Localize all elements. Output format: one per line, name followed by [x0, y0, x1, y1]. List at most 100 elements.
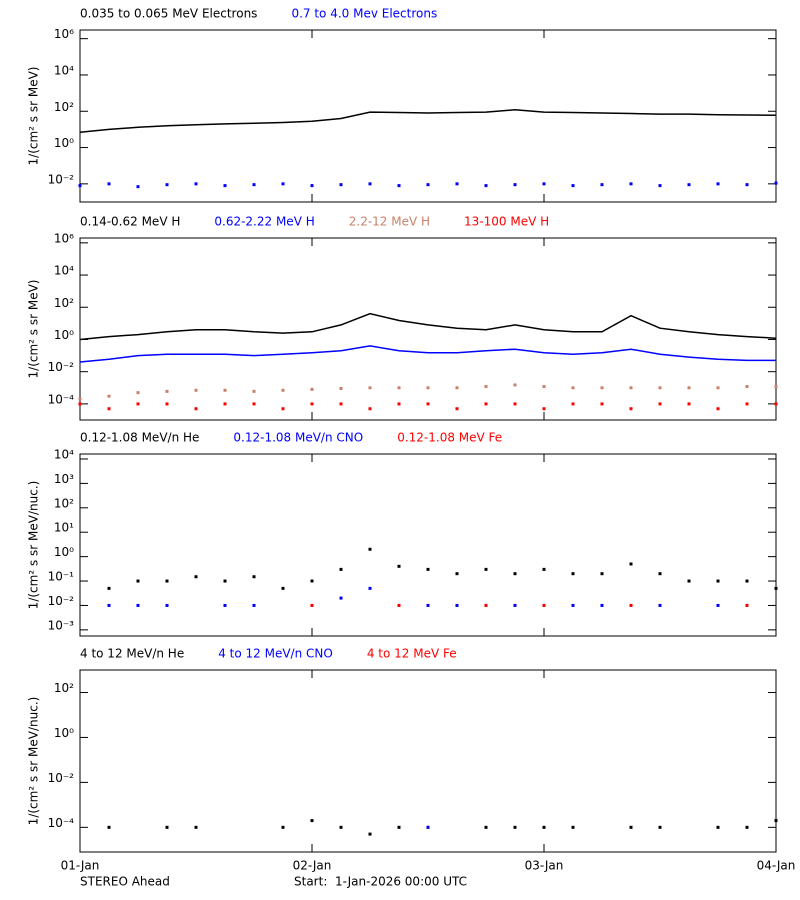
- y-tick-label: 10⁻¹: [48, 570, 75, 584]
- data-point: [455, 182, 459, 186]
- data-point: [165, 603, 169, 607]
- y-tick-label: 10⁴: [54, 447, 74, 461]
- data-point: [600, 386, 604, 390]
- data-point: [716, 603, 720, 607]
- data-point: [629, 386, 633, 390]
- series-line: [79, 109, 777, 133]
- plot-frame: [79, 237, 777, 421]
- y-tick-label: 10¹: [54, 521, 74, 535]
- y-tick-label: 10⁻²: [48, 360, 75, 374]
- data-point: [107, 407, 111, 411]
- data-point: [165, 402, 169, 406]
- data-point: [368, 386, 372, 390]
- data-point: [107, 182, 111, 186]
- legend-entry: 0.12-1.08 MeV/n He: [80, 431, 199, 445]
- x-tick-label: 02-Jan: [293, 859, 332, 873]
- data-point: [397, 386, 401, 390]
- data-point: [629, 182, 633, 186]
- y-tick-label: 10³: [54, 472, 74, 486]
- data-point: [107, 825, 111, 829]
- series-line: [79, 312, 777, 341]
- data-point: [397, 184, 401, 188]
- data-point: [368, 182, 372, 186]
- data-point: [397, 825, 401, 829]
- data-point: [107, 586, 111, 590]
- data-point: [484, 567, 488, 571]
- data-point: [194, 388, 198, 392]
- data-point: [136, 402, 140, 406]
- data-point: [513, 183, 517, 187]
- data-point: [310, 387, 314, 391]
- data-point: [542, 407, 546, 411]
- y-tick-label: 10⁰: [54, 328, 74, 342]
- data-point: [716, 825, 720, 829]
- data-point: [658, 402, 662, 406]
- data-point: [397, 402, 401, 406]
- data-point: [426, 183, 430, 187]
- data-point: [658, 386, 662, 390]
- y-tick-label: 10⁻²: [48, 172, 75, 186]
- data-point: [687, 579, 691, 583]
- data-point: [513, 402, 517, 406]
- data-point: [339, 183, 343, 187]
- data-point: [252, 402, 256, 406]
- data-point: [716, 386, 720, 390]
- plot-frame: [79, 669, 777, 853]
- data-point: [368, 547, 372, 551]
- data-point: [716, 407, 720, 411]
- data-point: [310, 603, 314, 607]
- data-point: [281, 182, 285, 186]
- data-point: [571, 572, 575, 576]
- start-label: Start: 1-Jan-2026 00:00 UTC: [294, 875, 467, 889]
- y-tick-label: 10⁻⁴: [48, 816, 75, 830]
- data-point: [716, 182, 720, 186]
- legend-entry: 0.62-2.22 MeV H: [214, 215, 314, 229]
- legend-entry: 4 to 12 MeV/n He: [80, 647, 184, 661]
- data-point: [165, 579, 169, 583]
- data-point: [484, 385, 488, 389]
- data-point: [745, 183, 749, 187]
- data-point: [339, 596, 343, 600]
- data-point: [600, 572, 604, 576]
- data-point: [455, 603, 459, 607]
- data-point: [426, 825, 430, 829]
- data-point: [629, 407, 633, 411]
- data-point: [484, 825, 488, 829]
- data-point: [513, 825, 517, 829]
- data-point: [194, 182, 198, 186]
- y-tick-label: 10⁶: [54, 231, 74, 245]
- y-axis-label: 1/(cm² s sr MeV/nuc.): [27, 481, 41, 610]
- data-point: [194, 407, 198, 411]
- data-point: [136, 579, 140, 583]
- y-tick-label: 10⁻²: [48, 594, 75, 608]
- data-point: [774, 819, 778, 823]
- data-point: [542, 603, 546, 607]
- data-point: [397, 564, 401, 568]
- data-point: [716, 579, 720, 583]
- data-point: [571, 825, 575, 829]
- plot-frame: [79, 453, 777, 637]
- data-point: [745, 385, 749, 389]
- data-point: [426, 386, 430, 390]
- data-point: [455, 386, 459, 390]
- data-point: [368, 832, 372, 836]
- data-point: [165, 389, 169, 393]
- legend-entry: 0.7 to 4.0 Mev Electrons: [291, 7, 437, 21]
- data-point: [687, 386, 691, 390]
- data-point: [107, 603, 111, 607]
- data-point: [252, 183, 256, 187]
- data-point: [774, 181, 778, 185]
- data-point: [281, 407, 285, 411]
- data-point: [629, 825, 633, 829]
- legend-entry: 0.12-1.08 MeV Fe: [397, 431, 502, 445]
- data-point: [484, 184, 488, 188]
- data-point: [629, 562, 633, 566]
- y-tick-label: 10²: [54, 681, 74, 695]
- data-point: [397, 603, 401, 607]
- y-tick-label: 10²: [54, 100, 74, 114]
- data-point: [513, 603, 517, 607]
- data-point: [426, 567, 430, 571]
- data-point: [368, 586, 372, 590]
- data-point: [310, 819, 314, 823]
- data-point: [339, 825, 343, 829]
